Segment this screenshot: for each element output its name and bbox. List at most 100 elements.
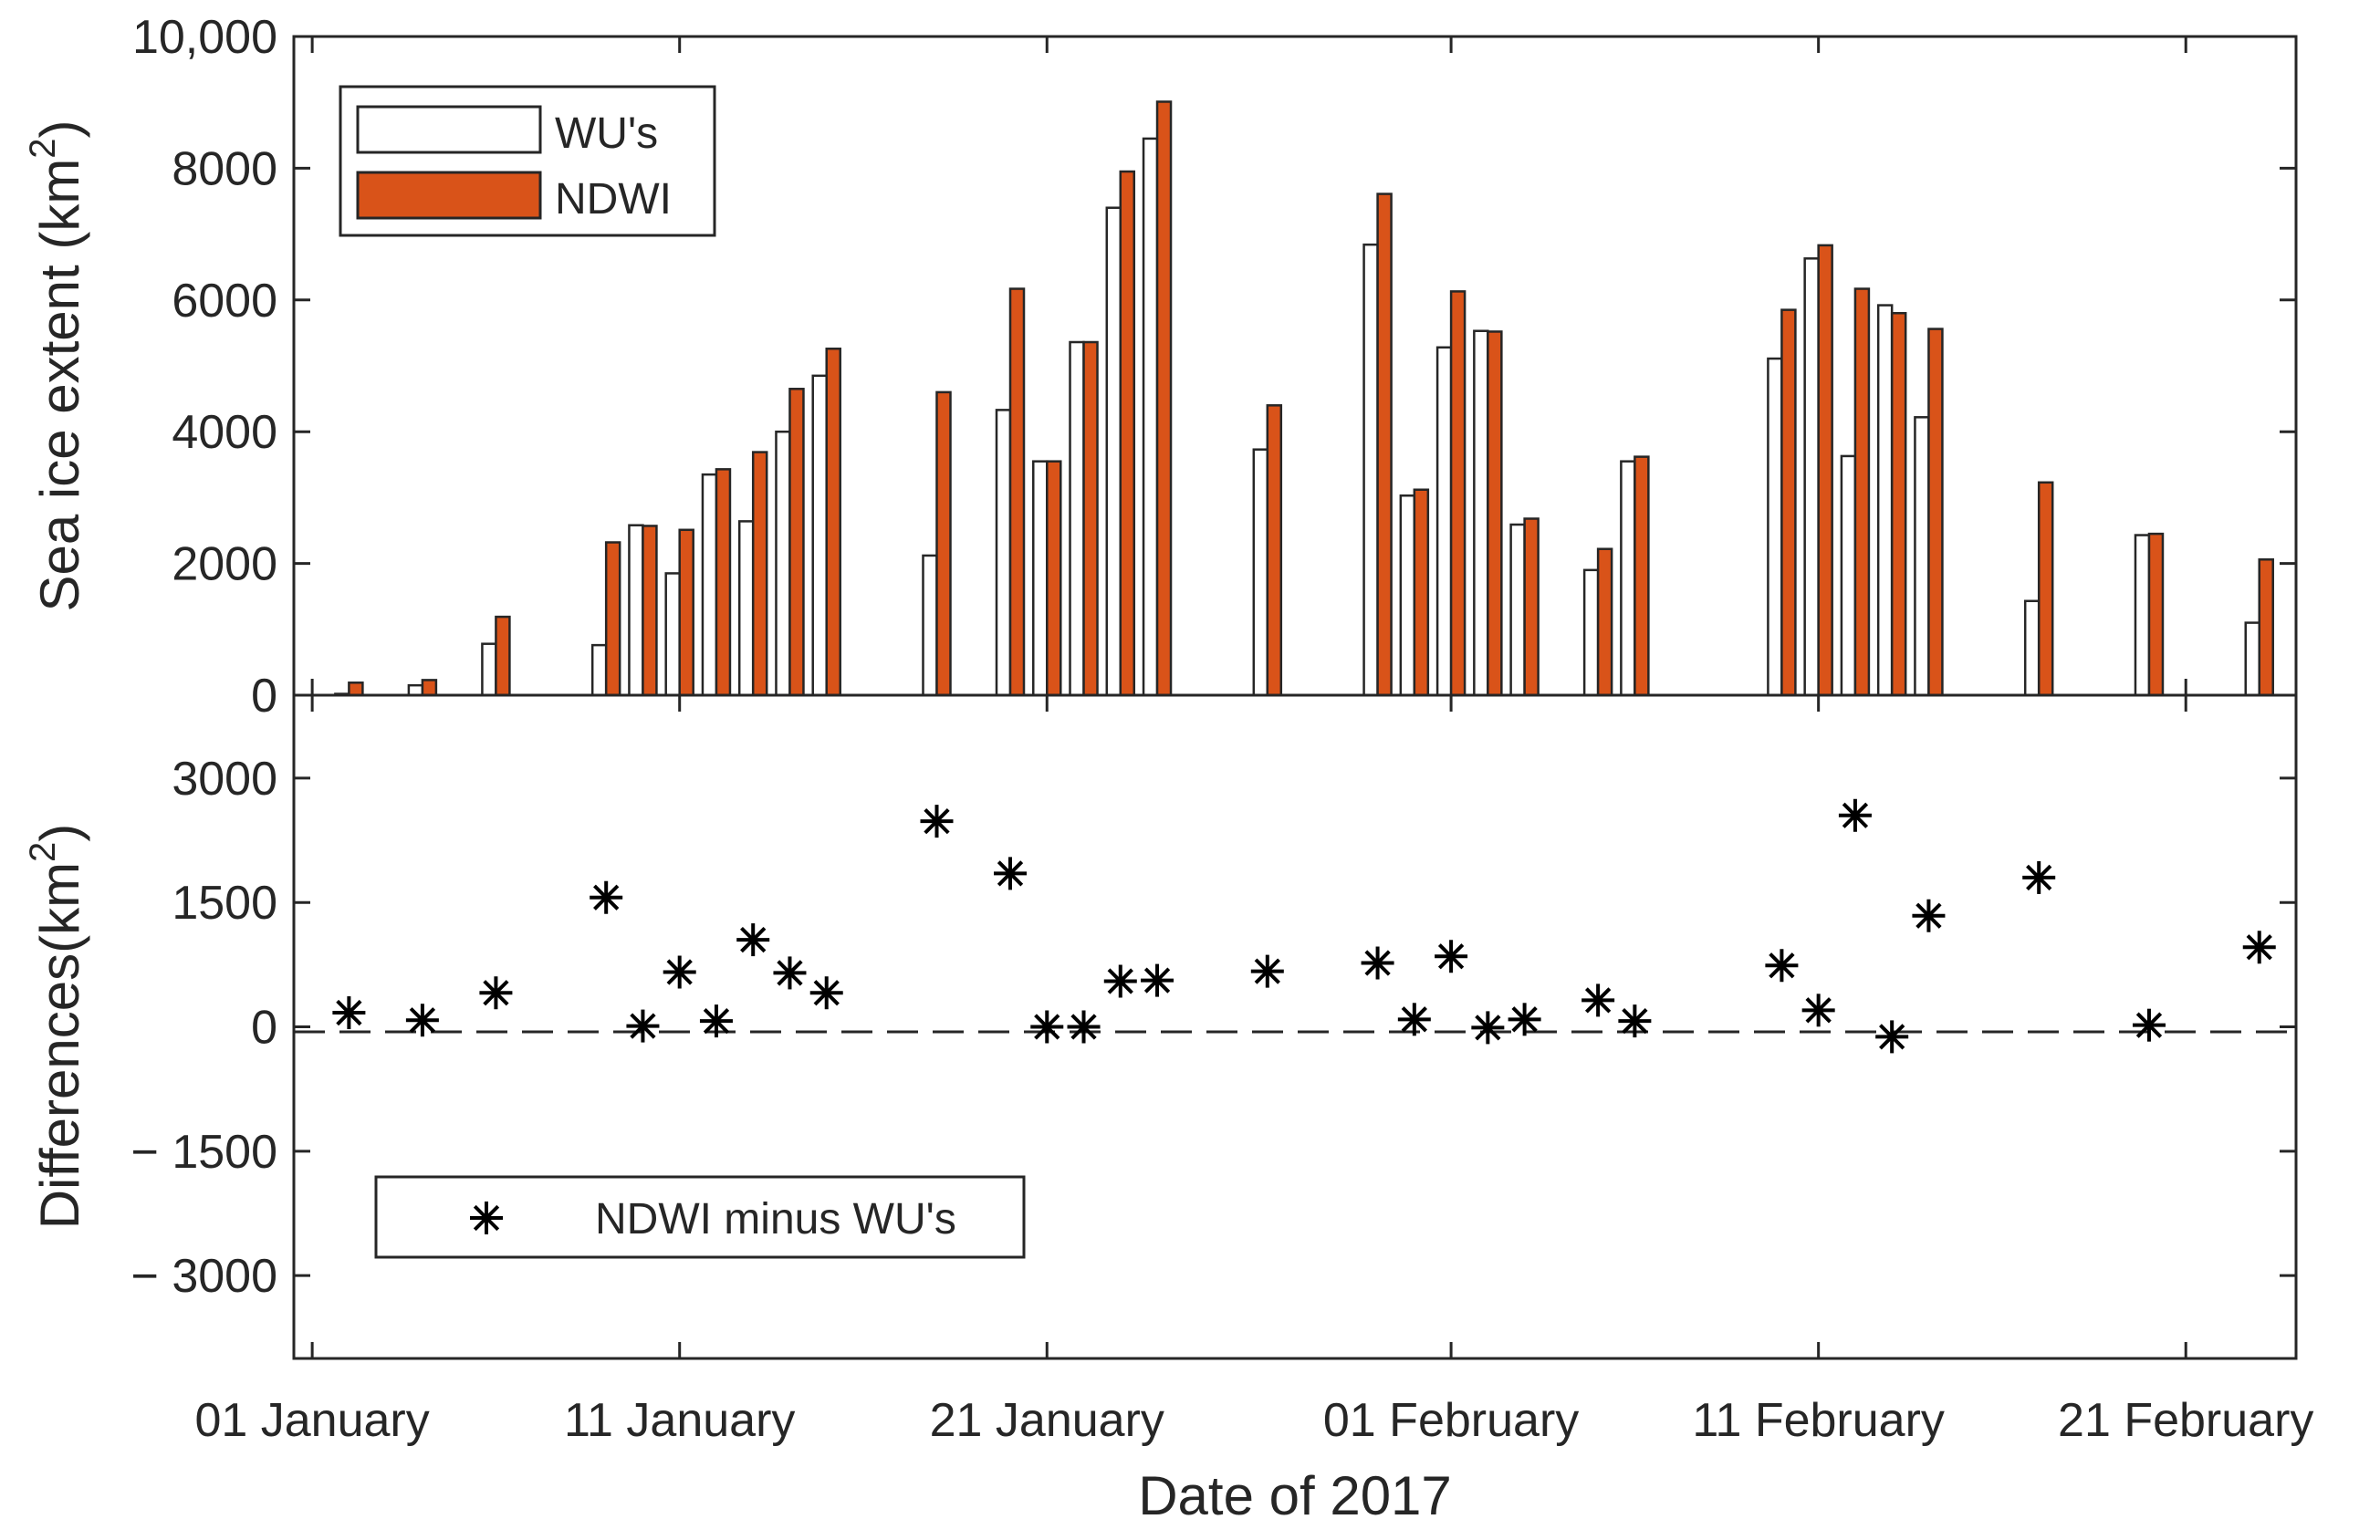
bar-ndwi	[2147, 532, 2165, 697]
bar-ndwi	[1890, 311, 1907, 697]
bar-wus	[1399, 494, 1416, 697]
x-tick-label: 01 February	[1323, 1394, 1579, 1447]
bar-wus	[701, 473, 718, 697]
bar-ndwi	[2258, 558, 2274, 697]
bar-ndwi	[1376, 192, 1393, 697]
difference-point	[809, 976, 843, 1010]
difference-point	[405, 1004, 439, 1037]
bar-wus	[2244, 621, 2260, 697]
bar-wus	[1032, 460, 1049, 697]
bottom-y-tick-label: 3000	[172, 753, 277, 806]
difference-point	[626, 1009, 660, 1043]
difference-point	[2242, 931, 2276, 964]
bar-wus	[1252, 448, 1269, 697]
bottom-y-tick-label: − 1500	[131, 1126, 278, 1179]
bar-ndwi	[1266, 404, 1283, 697]
bar-wus	[1620, 460, 1636, 697]
bar-wus	[775, 430, 791, 697]
bottom-panel: − 3000 − 1500 0 1500 3000 NDWI minus WU's Di…	[23, 693, 2298, 1360]
bar-ndwi	[421, 679, 438, 697]
difference-point	[1875, 1020, 1909, 1054]
bar-wus	[1582, 568, 1600, 697]
bar-wus	[628, 524, 644, 697]
bar-ndwi	[1487, 330, 1503, 697]
difference-point	[663, 955, 696, 989]
difference-point	[994, 857, 1028, 890]
bar-ndwi	[1082, 340, 1099, 697]
difference-point	[920, 805, 954, 838]
difference-point	[1618, 1004, 1652, 1038]
difference-point	[2022, 860, 2056, 894]
bottom-y-axis-title: Differences(km2)	[23, 824, 90, 1230]
bar-ndwi	[751, 451, 768, 697]
bar-wus	[1767, 357, 1783, 697]
difference-point	[1912, 899, 1946, 932]
legend-swatch-ndwi	[356, 171, 542, 220]
bar-wus	[2134, 534, 2151, 697]
bar-ndwi	[495, 615, 511, 697]
bar-wus	[1069, 340, 1085, 697]
bar-ndwi	[1596, 547, 1613, 697]
bar-ndwi	[1853, 287, 1871, 697]
difference-point	[332, 996, 366, 1030]
x-axis-title: Date of 2017	[1138, 1465, 1452, 1526]
top-y-axis-title: Sea ice extent (km2)	[23, 120, 90, 611]
top-y-tick-label: 10,000	[132, 11, 277, 64]
difference-point	[1838, 798, 1872, 832]
difference-point	[1471, 1011, 1505, 1045]
difference-point	[699, 1004, 733, 1038]
bar-wus	[1840, 454, 1857, 697]
bar-wus	[1509, 523, 1526, 697]
bar-wus	[1362, 243, 1379, 697]
bar-ndwi	[935, 390, 952, 697]
top-y-tick-label: 8000	[172, 142, 277, 195]
difference-point	[479, 976, 513, 1010]
bar-wus	[407, 683, 424, 697]
difference-point	[1508, 1003, 1541, 1036]
top-panel: 0 2000 4000 6000 8000 10,000 WU's NDWI Sea ic…	[23, 11, 2298, 723]
legend-swatch-wus	[356, 105, 542, 154]
difference-point	[1250, 954, 1284, 988]
legend-asterisk	[470, 1202, 503, 1234]
legend-label-wus: WU's	[555, 109, 658, 158]
bar-wus	[1105, 206, 1122, 697]
top-legend: WU's NDWI	[339, 85, 716, 237]
bar-ndwi	[1780, 308, 1797, 697]
bar-ndwi	[348, 682, 364, 697]
bar-wus	[1803, 257, 1820, 697]
bar-wus	[1876, 304, 1894, 697]
bar-ndwi	[1119, 170, 1136, 697]
difference-point	[1435, 940, 1468, 973]
top-y-tick-label: 6000	[172, 275, 277, 328]
difference-point	[590, 880, 623, 914]
bar-ndwi	[1008, 287, 1026, 697]
bar-ndwi	[642, 525, 658, 697]
top-y-tick-label: 4000	[172, 406, 277, 459]
x-tick-label: 01 January	[194, 1394, 429, 1447]
difference-point	[1103, 964, 1137, 998]
bar-wus	[995, 409, 1012, 697]
legend-marker-asterisk	[470, 1202, 503, 1234]
difference-point	[736, 923, 770, 957]
bar-wus	[1142, 137, 1159, 697]
bar-wus	[2023, 599, 2041, 697]
x-tick-label: 21 February	[2058, 1394, 2313, 1447]
difference-point	[1361, 946, 1394, 980]
difference-point	[1765, 949, 1799, 983]
bar-wus	[737, 520, 755, 697]
bar-wus	[1473, 329, 1489, 697]
bar-ndwi	[1927, 328, 1944, 697]
bar-ndwi	[604, 541, 621, 697]
bar-wus	[590, 643, 608, 697]
difference-point	[773, 956, 807, 990]
bar-ndwi	[788, 388, 805, 697]
top-y-tick-label: 2000	[172, 538, 277, 591]
difference-point	[1581, 983, 1615, 1017]
x-tick-label: 11 February	[1692, 1394, 1945, 1447]
bar-wus	[481, 642, 497, 697]
difference-point	[1030, 1010, 1064, 1044]
bar-wus	[1435, 346, 1453, 697]
legend-label-ndwi: NDWI	[555, 175, 672, 224]
x-axis-labels: 01 January 11 January 21 January 01 Februar…	[194, 1394, 2313, 1447]
bar-ndwi	[1155, 100, 1173, 697]
